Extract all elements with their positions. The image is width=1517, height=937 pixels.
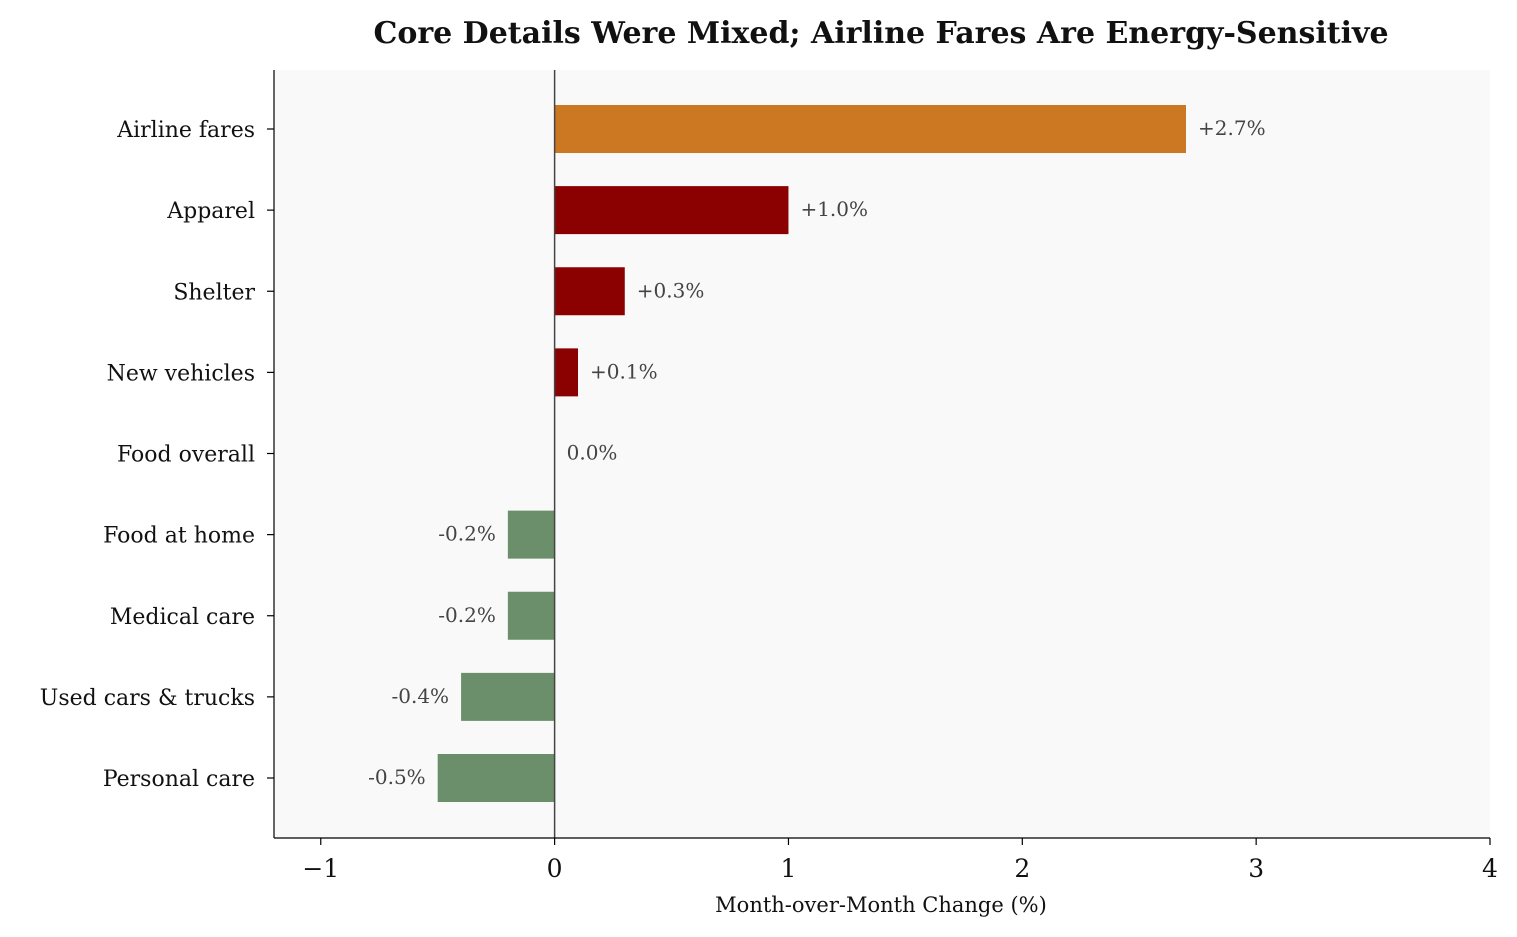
bar-7	[461, 672, 555, 721]
bar-0	[554, 105, 1186, 153]
y-tick-label-0: Airline fares	[116, 118, 255, 143]
data-label-4: 0.0%	[567, 441, 618, 465]
bar-2	[554, 267, 625, 316]
y-axis-ticks: Airline fares Apparel Shelter New vehicles F…	[40, 118, 274, 792]
bar-3	[554, 348, 578, 397]
y-tick-label-4: Food overall	[117, 443, 255, 468]
y-tick-label-5: Food at home	[103, 524, 255, 549]
bars-group	[437, 105, 1186, 802]
x-axis-ticks: −1 0 1 2 3 4	[302, 838, 1498, 883]
x-tick-label-4: 3	[1248, 854, 1264, 883]
bar-1	[554, 186, 789, 235]
x-tick-label-0: −1	[302, 854, 339, 883]
y-tick-label-6: Medical care	[110, 605, 255, 630]
data-label-0: +2.7%	[1198, 116, 1266, 140]
plot-background	[274, 70, 1490, 838]
y-tick-label-1: Apparel	[166, 199, 255, 224]
data-label-6: -0.2%	[438, 603, 496, 627]
x-tick-label-2: 1	[781, 854, 797, 883]
x-axis-label: Month-over-Month Change (%)	[715, 893, 1047, 917]
data-label-7: -0.4%	[391, 684, 449, 708]
bar-8	[437, 754, 555, 802]
x-tick-label-1: 0	[547, 854, 563, 883]
bar-6	[507, 591, 555, 640]
data-label-2: +0.3%	[637, 278, 705, 302]
data-label-8: -0.5%	[368, 765, 426, 789]
x-tick-label-5: 4	[1482, 854, 1498, 883]
bar-5	[507, 510, 555, 559]
x-tick-label-3: 2	[1014, 854, 1030, 883]
data-label-1: +1.0%	[800, 197, 868, 221]
y-tick-label-7: Used cars & trucks	[40, 686, 255, 711]
data-labels-group: +2.7% +1.0% +0.3% +0.1% 0.0% -0.2% -0.2% -0.4% -…	[368, 116, 1265, 789]
y-tick-label-8: Personal care	[103, 767, 255, 792]
data-label-5: -0.2%	[438, 522, 496, 546]
chart-title: Core Details Were Mixed; Airline Fares A…	[373, 16, 1388, 51]
y-tick-label-3: New vehicles	[107, 361, 255, 386]
y-tick-label-2: Shelter	[173, 280, 255, 305]
data-label-3: +0.1%	[590, 359, 658, 383]
